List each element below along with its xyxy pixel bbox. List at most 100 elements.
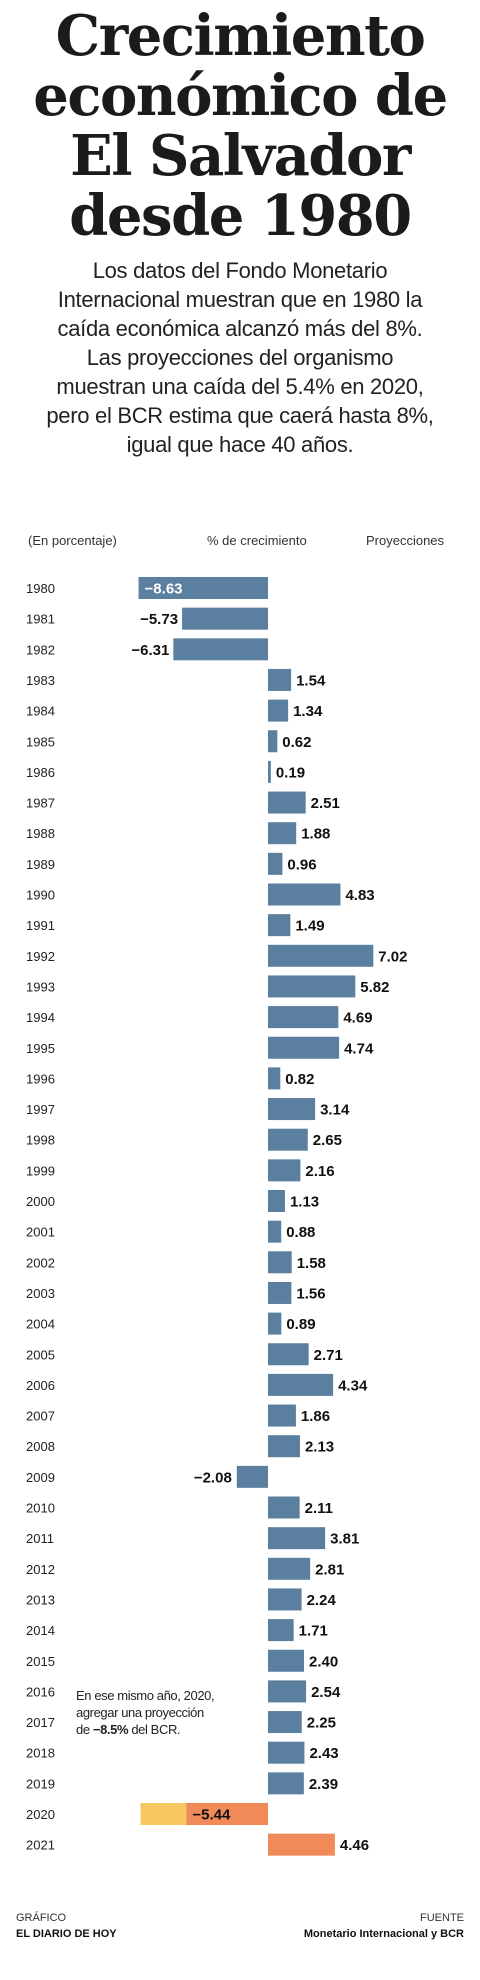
credit-block: GRÁFICO EL DIARIO DE HOY — [16, 1910, 117, 1942]
year-label: 2007 — [26, 1409, 55, 1424]
bar-2014 — [268, 1619, 294, 1642]
value-label: 1.86 — [301, 1408, 330, 1425]
year-label: 1988 — [26, 826, 55, 841]
bar-1999 — [268, 1159, 301, 1182]
value-label: 3.14 — [320, 1102, 350, 1119]
bar-2011 — [268, 1527, 326, 1550]
value-label: 2.16 — [305, 1163, 334, 1180]
subtitle-line: pero el BCR estima que caerá hasta 8%, — [46, 403, 434, 428]
year-label: 1999 — [26, 1163, 55, 1178]
value-label: 2.39 — [309, 1776, 338, 1793]
bar-2003 — [268, 1281, 292, 1304]
value-label: 1.56 — [296, 1285, 325, 1302]
bar-1990 — [268, 883, 341, 906]
value-label: 5.82 — [360, 979, 389, 996]
bar-1983 — [268, 668, 292, 691]
year-label: 2002 — [26, 1255, 55, 1270]
value-label: 1.49 — [295, 918, 324, 935]
bar-2017 — [268, 1711, 302, 1734]
bar-2016 — [268, 1680, 307, 1703]
note-line: del BCR. — [128, 1722, 181, 1737]
year-label: 1986 — [26, 765, 55, 780]
bar-1995 — [268, 1036, 340, 1059]
bar-2019 — [268, 1772, 304, 1795]
note-line: agregar una proyección — [76, 1705, 204, 1720]
value-label: 1.13 — [290, 1194, 319, 1211]
bar-2002 — [268, 1251, 292, 1274]
bar-2004 — [268, 1312, 282, 1335]
note-line: En ese mismo año, 2020, — [76, 1688, 215, 1703]
bar-1980 — [138, 577, 268, 599]
title-line: económico de — [33, 63, 448, 129]
bar-1988 — [268, 822, 297, 845]
year-label: 2011 — [26, 1531, 54, 1546]
value-label: 2.71 — [314, 1347, 343, 1364]
year-label: 2006 — [26, 1378, 55, 1393]
bar-1997 — [268, 1098, 316, 1121]
subtitle-line: Internacional muestran que en 1980 la — [57, 287, 423, 312]
value-label: 2.65 — [313, 1132, 342, 1149]
subtitle: Los datos del Fondo Monetario Internacio… — [10, 256, 470, 459]
year-label: 1995 — [26, 1041, 55, 1056]
year-label: 2001 — [26, 1225, 55, 1240]
value-label: 0.89 — [286, 1316, 315, 1333]
projections-header: Proyecciones — [366, 533, 445, 548]
value-label: −2.08 — [194, 1469, 232, 1486]
value-label: 4.46 — [340, 1837, 369, 1854]
year-label: 1981 — [26, 612, 55, 627]
value-label: 2.24 — [307, 1592, 337, 1609]
bar-2012 — [268, 1557, 311, 1580]
bar-1991 — [268, 914, 291, 937]
source-block: FUENTE Monetario Internacional y BCR — [304, 1910, 464, 1942]
bar-2006 — [268, 1373, 334, 1396]
year-label: 2016 — [26, 1684, 55, 1699]
year-label: 1996 — [26, 1071, 55, 1086]
year-label: 2017 — [26, 1715, 55, 1730]
bar-1981 — [182, 607, 268, 630]
year-label: 1993 — [26, 979, 55, 994]
year-label: 1998 — [26, 1133, 55, 1148]
bar-1994 — [268, 1006, 339, 1029]
year-label: 2008 — [26, 1439, 55, 1454]
subtitle-line: Los datos del Fondo Monetario — [92, 258, 388, 283]
value-label: 0.62 — [282, 734, 311, 751]
year-label: 2020 — [26, 1807, 55, 1822]
year-label: 2012 — [26, 1562, 55, 1577]
bar-1992 — [268, 944, 374, 967]
value-label: 3.81 — [330, 1531, 359, 1548]
year-label: 1980 — [26, 581, 55, 596]
value-label: −8.63 — [145, 581, 183, 598]
year-label: 1992 — [26, 949, 55, 964]
growth-header: % de crecimiento — [207, 533, 307, 548]
value-label: 4.74 — [344, 1040, 374, 1057]
year-label: 2005 — [26, 1347, 55, 1362]
subtitle-line: igual que hace 40 años. — [126, 432, 354, 457]
value-label: 0.19 — [276, 764, 305, 781]
credit-value: EL DIARIO DE HOY — [16, 1928, 117, 1940]
bar-2000 — [268, 1190, 285, 1212]
value-label: 2.51 — [311, 795, 340, 812]
bar-2001 — [268, 1220, 282, 1243]
subtitle-line: Las proyecciones del organismo — [86, 345, 394, 370]
page-title: Crecimiento económico de El Salvador des… — [0, 6, 480, 246]
value-label: 2.43 — [309, 1745, 338, 1762]
year-label: 2013 — [26, 1592, 55, 1607]
bar-2020 — [186, 1803, 268, 1825]
value-label: 2.54 — [311, 1684, 341, 1701]
year-label: 1989 — [26, 857, 55, 872]
value-label: 1.71 — [299, 1623, 328, 1640]
year-label: 2014 — [26, 1623, 55, 1638]
value-label: −6.31 — [131, 642, 169, 659]
source-label: FUENTE — [420, 1912, 464, 1924]
subtitle-line: caída económica alcanzó más del 8%. — [57, 316, 423, 341]
year-label: 2000 — [26, 1194, 55, 1209]
value-label: 4.34 — [338, 1377, 368, 1394]
year-label: 2015 — [26, 1654, 55, 1669]
bar-2021 — [268, 1833, 335, 1856]
value-label: −5.44 — [192, 1807, 231, 1824]
year-label: 1991 — [26, 918, 55, 933]
bar-1987 — [268, 791, 306, 814]
value-label: 2.13 — [305, 1439, 334, 1456]
year-label: 2004 — [26, 1317, 55, 1332]
